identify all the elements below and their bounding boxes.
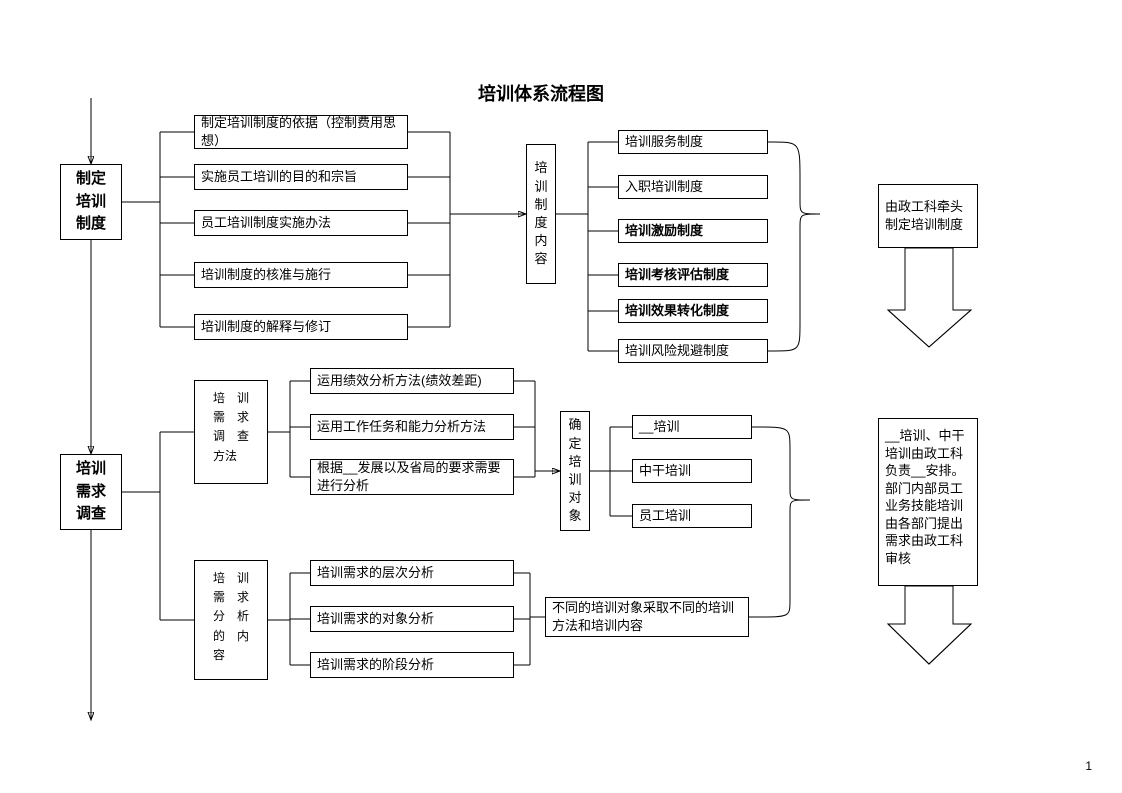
flowchart-canvas: 培训体系流程图 制定 培训 制度 培训 需求 调查 制定培训制度的依据（控制费用… xyxy=(0,0,1122,793)
c2g1-3: 培训考核评估制度 xyxy=(618,263,768,287)
mid-label-2: 确 定 培 训 对 象 xyxy=(560,411,590,531)
g2-item-1: 运用工作任务和能力分析方法 xyxy=(310,414,514,440)
c2g1-5: 培训风险规避制度 xyxy=(618,339,768,363)
c2g1-1: 入职培训制度 xyxy=(618,175,768,199)
right-box-2: __培训、中干培训由政工科负责__安排。部门内部员工业务技能培训由各部门提出需求… xyxy=(878,418,978,586)
g2-item-2: 根据__发展以及省局的要求需要进行分析 xyxy=(310,459,514,495)
g1-item-2: 员工培训制度实施办法 xyxy=(194,210,408,236)
connector-lines xyxy=(0,0,1122,793)
g1-item-3: 培训制度的核准与施行 xyxy=(194,262,408,288)
g2-label: 培 训 需 求 调 查 方法 xyxy=(194,380,268,484)
c2g2-2: 员工培训 xyxy=(632,504,752,528)
g3-label: 培 训 需 求 分 析 的 内 容 xyxy=(194,560,268,680)
main-node-1: 制定 培训 制度 xyxy=(60,164,122,240)
mid-label-1: 培 训 制 度 内 容 xyxy=(526,144,556,284)
g3-item-2: 培训需求的阶段分析 xyxy=(310,652,514,678)
g1-item-0: 制定培训制度的依据（控制费用思想） xyxy=(194,115,408,149)
g1-item-1: 实施员工培训的目的和宗旨 xyxy=(194,164,408,190)
right-box-1: 由政工科牵头制定培训制度 xyxy=(878,184,978,248)
page-number: 1 xyxy=(1085,759,1092,773)
c2g1-4: 培训效果转化制度 xyxy=(618,299,768,323)
c2g1-0: 培训服务制度 xyxy=(618,130,768,154)
main-node-2: 培训 需求 调查 xyxy=(60,454,122,530)
c2g2-1: 中干培训 xyxy=(632,459,752,483)
c2g2-0: __培训 xyxy=(632,415,752,439)
g3-item-0: 培训需求的层次分析 xyxy=(310,560,514,586)
g2-item-0: 运用绩效分析方法(绩效差距) xyxy=(310,368,514,394)
c2g1-2: 培训激励制度 xyxy=(618,219,768,243)
c2-note: 不同的培训对象采取不同的培训方法和培训内容 xyxy=(545,597,749,637)
g3-item-1: 培训需求的对象分析 xyxy=(310,606,514,632)
diagram-title: 培训体系流程图 xyxy=(478,80,604,106)
g1-item-4: 培训制度的解释与修订 xyxy=(194,314,408,340)
